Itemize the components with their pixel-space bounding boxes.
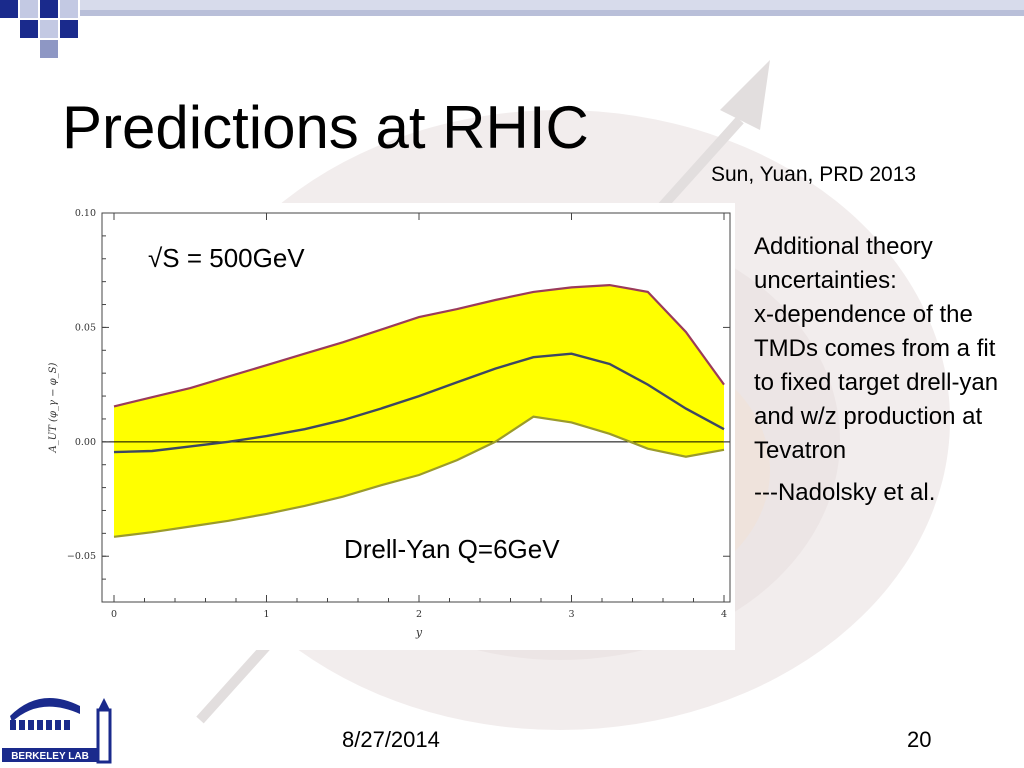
uncertainty-band xyxy=(114,285,724,537)
energy-annotation: √S = 500GeV xyxy=(148,243,305,273)
y-tick-label: −0.05 xyxy=(67,551,96,562)
process-annotation: Drell-Yan Q=6GeV xyxy=(344,534,560,564)
series-lower-edge xyxy=(113,415,725,538)
note-credit: ---Nadolsky et al. xyxy=(754,479,936,506)
footer-page-number: 20 xyxy=(907,727,932,752)
slide-title: Predictions at RHIC xyxy=(62,94,589,161)
citation: Sun, Yuan, PRD 2013 xyxy=(711,163,917,186)
logo-text: BERKELEY LAB xyxy=(11,751,89,762)
top-band xyxy=(80,0,1024,10)
corner-square xyxy=(60,20,78,38)
y-tick-label: 0.00 xyxy=(75,437,96,448)
x-tick-label: 1 xyxy=(263,609,269,620)
footer-date: 8/27/2014 xyxy=(342,727,440,752)
series-upper-edge xyxy=(113,283,725,408)
x-tick-label: 0 xyxy=(111,609,117,620)
watermark-arrowhead xyxy=(720,60,770,130)
y-tick-label: 0.10 xyxy=(75,208,96,219)
x-tick-label: 3 xyxy=(568,609,574,620)
corner-square xyxy=(20,0,38,18)
note-body: x-dependence of the TMDs comes from a fi… xyxy=(754,301,999,464)
y-axis-label: A_UT (φ_γ − φ_S) xyxy=(48,362,59,453)
berkeley-lab-logo: BERKELEY LAB xyxy=(2,698,112,764)
series-central xyxy=(113,352,725,454)
x-tick-label: 4 xyxy=(721,609,727,620)
x-axis-label: y xyxy=(415,626,423,639)
corner-square xyxy=(0,0,18,18)
asymmetry-chart: 0.10 0.05 0.00 −0.05 0 1 2 3 4 y A_UT (φ_γ − φ_S) √… xyxy=(48,208,731,639)
top-band-dark xyxy=(80,10,1024,16)
corner-square xyxy=(40,0,58,18)
plot-frame xyxy=(101,212,731,603)
note-heading: Additional theory uncertainties: xyxy=(754,233,933,294)
side-notes: Additional theory uncertainties: x-depen… xyxy=(754,230,1016,510)
x-tick-label: 2 xyxy=(416,609,422,620)
y-tick-label: 0.05 xyxy=(75,322,96,333)
corner-square xyxy=(40,40,58,58)
corner-square xyxy=(40,20,58,38)
chart-panel: 0.10 0.05 0.00 −0.05 0 1 2 3 4 y A_UT (φ_γ − φ_S) √… xyxy=(38,203,735,650)
corner-square xyxy=(60,0,78,18)
corner-square xyxy=(20,20,38,38)
